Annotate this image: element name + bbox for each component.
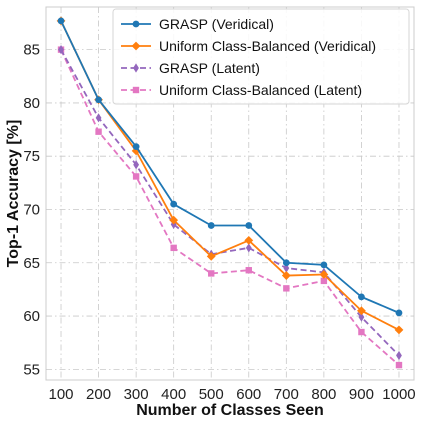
legend-label: Uniform Class-Balanced (Latent) [159, 82, 362, 98]
x-axis-label: Number of Classes Seen [136, 402, 324, 419]
data-point [244, 235, 254, 245]
y-tick-label: 70 [23, 201, 40, 218]
data-point [358, 328, 365, 336]
data-point [245, 222, 253, 229]
y-axis-label: Top-1 Accuracy [%] [5, 120, 22, 268]
data-point [281, 271, 291, 280]
y-tick-label: 55 [23, 361, 40, 378]
x-axis-ticks: 100 200 300 400 500 600 700 800 900 1000 [49, 386, 416, 403]
legend-entry: GRASP (Veridical) [121, 16, 274, 32]
data-point [283, 285, 290, 292]
x-tick-label: 700 [274, 386, 299, 403]
x-tick-label: 100 [49, 386, 74, 403]
data-point [245, 267, 252, 274]
data-point [95, 128, 102, 135]
legend-box [112, 8, 410, 105]
y-tick-label: 75 [23, 148, 40, 165]
data-point [206, 251, 216, 261]
legend-marker [133, 63, 139, 73]
data-point [170, 244, 177, 252]
y-tick-label: 85 [23, 42, 40, 59]
series-lines [56, 16, 404, 369]
data-point [358, 312, 365, 322]
data-point [283, 263, 290, 273]
data-point [320, 261, 328, 269]
legend-entry: Uniform Class-Balanced (Veridical) [121, 38, 376, 54]
series-line [60, 49, 400, 366]
data-point [95, 113, 102, 123]
data-point [132, 173, 140, 180]
y-tick-label: 65 [23, 255, 40, 272]
y-tick-label: 60 [23, 308, 40, 325]
series-line [60, 20, 400, 314]
legend-marker [131, 41, 141, 51]
legend-marker [132, 86, 140, 94]
data-point [207, 222, 215, 229]
series-grasp-veridical [57, 17, 403, 317]
data-point [358, 293, 365, 301]
legend-entry: GRASP (Latent) [121, 60, 260, 76]
data-point [394, 325, 404, 335]
series-line [60, 49, 400, 357]
data-point [395, 309, 403, 317]
series-grasp-latent [58, 45, 402, 361]
legend-label: GRASP (Latent) [159, 60, 260, 76]
x-tick-label: 900 [349, 386, 374, 403]
y-tick-label: 80 [23, 95, 40, 112]
data-point [245, 243, 252, 253]
data-point [57, 17, 65, 25]
x-tick-label: 400 [161, 386, 186, 403]
x-tick-label: 300 [124, 386, 149, 403]
series-uniform-class-balanced-latent [57, 46, 403, 369]
x-tick-label: 500 [199, 386, 224, 403]
data-point [208, 270, 215, 277]
data-point [395, 361, 403, 369]
x-tick-label: 1000 [382, 386, 415, 403]
data-point [133, 160, 140, 170]
legend-entry: Uniform Class-Balanced (Latent) [121, 82, 362, 98]
data-point [169, 215, 179, 225]
x-tick-label: 800 [311, 386, 336, 403]
data-point [132, 143, 140, 151]
data-point [282, 259, 290, 267]
data-point [95, 96, 102, 104]
data-point [319, 270, 329, 279]
data-point [58, 45, 64, 55]
data-point [170, 200, 178, 208]
data-point [320, 277, 328, 285]
legend: GRASP (Veridical) Uniform Class-Balanced … [112, 8, 410, 105]
x-tick-label: 600 [236, 386, 261, 403]
legend-label: GRASP (Veridical) [159, 16, 274, 32]
x-tick-label: 200 [86, 386, 111, 403]
legend-label: Uniform Class-Balanced (Veridical) [159, 38, 376, 54]
legend-marker [132, 20, 140, 28]
data-point [357, 306, 366, 316]
data-point [396, 350, 402, 361]
series-line [60, 20, 400, 331]
y-axis-ticks: 55 60 65 70 75 80 85 [23, 42, 40, 379]
